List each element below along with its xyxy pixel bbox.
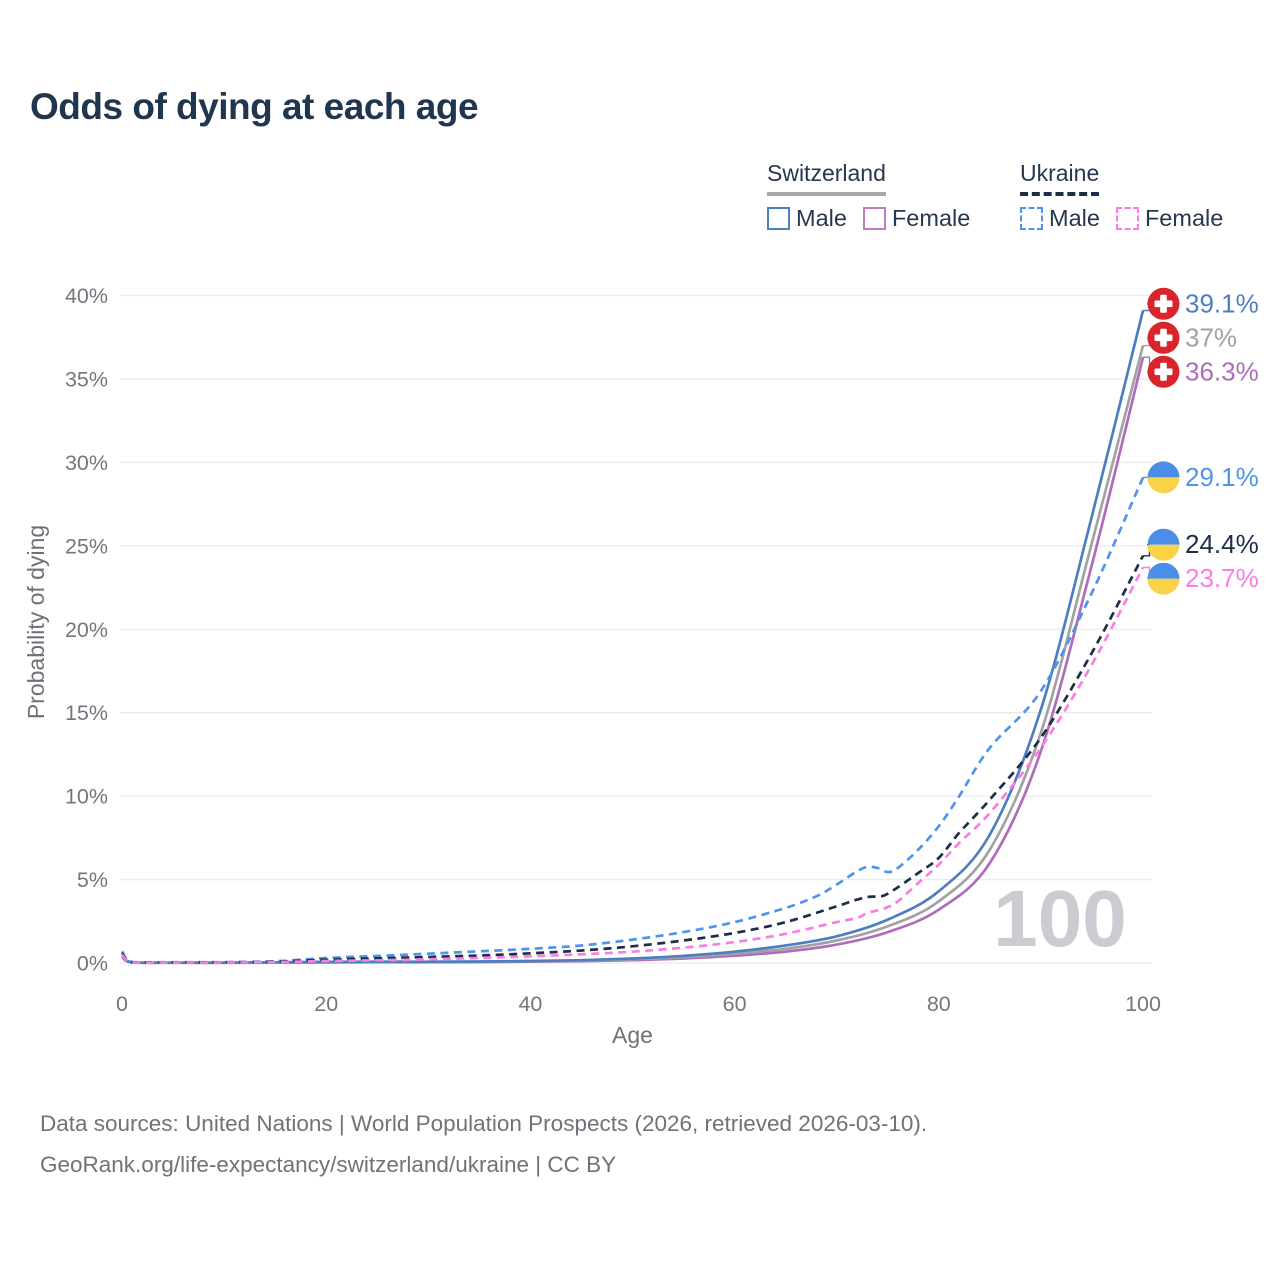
- legend-item-ukraine-female: Female: [1115, 205, 1224, 232]
- x-tick-label: 60: [723, 992, 747, 1016]
- legend-group-ukraine: Ukraine Male Female: [1020, 160, 1223, 232]
- ukraine-flag-icon: [1147, 528, 1180, 561]
- switzerland-flag-icon: [1147, 321, 1180, 354]
- end-label-value: 36.3%: [1185, 356, 1259, 386]
- legend-item-switzerland-female: Female: [862, 205, 971, 232]
- legend-label-ukraine-male: Male: [1049, 205, 1100, 231]
- y-tick-label: 35%: [65, 367, 108, 391]
- footer-attribution: GeoRank.org/life-expectancy/switzerland/…: [40, 1152, 617, 1177]
- footer-data-sources: Data sources: United Nations | World Pop…: [40, 1111, 928, 1136]
- end-label-ukraine-female: 23.7%: [1143, 562, 1259, 595]
- end-label-ukraine-male: 29.1%: [1143, 461, 1259, 494]
- x-tick-label: 100: [1125, 992, 1161, 1016]
- ukraine-male-swatch-icon: [1020, 207, 1043, 230]
- y-tick-label: 15%: [65, 701, 108, 725]
- ukraine-flag-icon: [1147, 461, 1180, 494]
- end-label-value: 24.4%: [1185, 529, 1259, 559]
- legend-group-switzerland: Switzerland Male Female: [767, 160, 970, 232]
- x-tick-label: 0: [116, 992, 128, 1016]
- line-switzerland-female: [121, 356, 1145, 965]
- legend-label-switzerland-male: Male: [796, 205, 847, 231]
- legend-item-switzerland-male: Male: [767, 205, 847, 232]
- line-ukraine-male: [120, 476, 1145, 964]
- end-label-ukraine-both: 24.4%: [1143, 528, 1259, 561]
- ukraine-female-swatch-icon: [1115, 207, 1139, 230]
- x-tick-label: 80: [927, 992, 951, 1016]
- legend-title-ukraine: Ukraine: [1020, 160, 1100, 196]
- age-watermark: 100: [993, 874, 1126, 963]
- legend-title-switzerland: Switzerland: [767, 160, 886, 196]
- end-label-switzerland-both: 37%: [1143, 321, 1237, 354]
- legend-item-ukraine-male: Male: [1020, 205, 1100, 232]
- gridlines: 0% 5% 10% 15% 20% 25% 30% 35% 40%: [65, 284, 1152, 976]
- legend-items-ukraine: Male Female: [1020, 205, 1223, 232]
- y-tick-label: 0%: [77, 952, 108, 976]
- y-tick-label: 5%: [77, 868, 108, 892]
- y-axis-title: Probability of dying: [23, 525, 49, 719]
- y-tick-label: 25%: [65, 534, 108, 558]
- y-tick-label: 20%: [65, 618, 108, 642]
- end-labels: 39.1% 37% 36.3% 29.1% 24.4% 23.7%: [1143, 287, 1259, 595]
- x-axis: 0 20 40 60 80 100 Age: [116, 992, 1161, 1048]
- end-label-value: 37%: [1185, 322, 1237, 352]
- switzerland-female-swatch-icon: [862, 207, 886, 230]
- line-ukraine-both: [120, 555, 1145, 964]
- footer: Data sources: United Nations | World Pop…: [40, 1103, 927, 1185]
- page-title: Odds of dying at each age: [30, 86, 479, 127]
- end-label-value: 39.1%: [1185, 288, 1259, 318]
- legend-items-switzerland: Male Female: [767, 205, 970, 232]
- switzerland-male-swatch-icon: [767, 207, 790, 230]
- x-tick-label: 20: [314, 992, 338, 1016]
- end-label-switzerland-male: 39.1%: [1143, 287, 1259, 320]
- switzerland-flag-icon: [1147, 355, 1180, 388]
- legend-label-switzerland-female: Female: [891, 205, 971, 231]
- series-lines: [120, 310, 1145, 965]
- end-label-value: 29.1%: [1185, 462, 1259, 492]
- y-tick-label: 30%: [65, 451, 108, 475]
- legend-label-ukraine-female: Female: [1144, 205, 1224, 231]
- y-tick-label: 40%: [65, 284, 108, 308]
- x-tick-label: 40: [518, 992, 542, 1016]
- end-label-switzerland-female: 36.3%: [1143, 355, 1259, 388]
- ukraine-flag-icon: [1147, 562, 1180, 595]
- line-ukraine-female: [121, 566, 1145, 965]
- mortality-line-chart: 0% 5% 10% 15% 20% 25% 30% 35% 40% 0 20 40 60 80 100 Age…: [23, 284, 1259, 1048]
- y-tick-label: 10%: [65, 785, 108, 809]
- switzerland-flag-icon: [1147, 287, 1180, 320]
- end-label-value: 23.7%: [1185, 563, 1259, 593]
- line-switzerland-both: [121, 345, 1145, 965]
- x-axis-title: Age: [612, 1022, 653, 1048]
